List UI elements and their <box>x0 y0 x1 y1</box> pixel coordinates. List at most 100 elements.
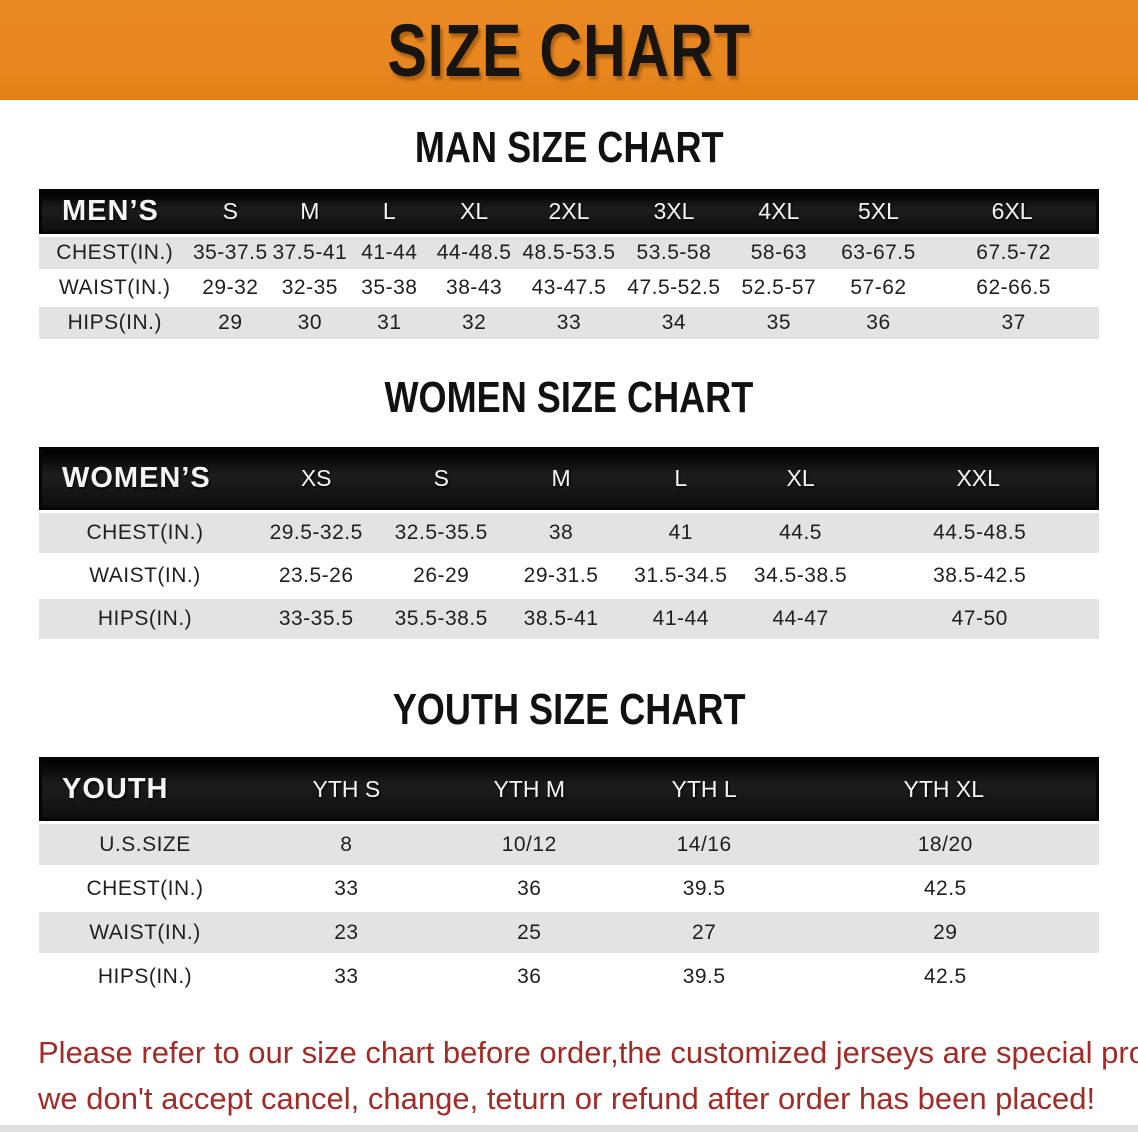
data-cell: 67.5-72 <box>976 241 1051 264</box>
data-cell: 41-44 <box>652 607 709 630</box>
size-header-cell: S <box>381 447 502 510</box>
data-cell: 33-35.5 <box>278 607 354 630</box>
data-cell: 44.5 <box>779 521 822 544</box>
data-cell: 42.5 <box>923 964 967 988</box>
size-header-cell: 3XL <box>618 189 730 234</box>
table-row: WAIST(IN.) 23 25 27 29 <box>39 912 1099 953</box>
size-chart-banner: SIZE CHART <box>0 0 1138 100</box>
youth-chart-heading: YOUTH SIZE CHART <box>0 688 1138 732</box>
data-cell: 39.5 <box>682 964 726 988</box>
data-cell: 26-29 <box>413 564 470 587</box>
disclaimer-line-2: we don't accept cancel, change, teturn o… <box>38 1080 1096 1116</box>
table-row: CHEST(IN.) 33 36 39.5 42.5 <box>39 868 1099 909</box>
size-header-cell: XS <box>251 447 382 510</box>
table-row: WAIST(IN.) 29-32 32-35 35-38 38-43 43-47.5 47.… <box>39 272 1099 304</box>
table-title-cell: WOMEN’S <box>39 447 251 510</box>
header-row: YOUTH YTH S YTH M YTH L YTH XL <box>39 757 1099 821</box>
data-cell: 32.5-35.5 <box>394 521 488 544</box>
data-cell: 36 <box>517 964 542 988</box>
data-cell: 29.5-32.5 <box>269 521 363 544</box>
header-row: WOMEN’S XS S M L XL XXL <box>39 447 1099 510</box>
data-cell: 8 <box>340 832 353 856</box>
data-cell: 33 <box>556 311 582 334</box>
data-cell: 37.5-41 <box>272 241 348 264</box>
data-cell: 41-44 <box>361 241 418 264</box>
data-cell: 57-62 <box>850 276 907 299</box>
data-cell: 52.5-57 <box>741 276 817 299</box>
data-cell: 58-63 <box>750 241 807 264</box>
table-row: CHEST(IN.) 29.5-32.5 32.5-35.5 38 41 44.5 44.5… <box>39 513 1099 553</box>
table-row: HIPS(IN.) 33-35.5 35.5-38.5 38.5-41 41-44 44-… <box>39 599 1099 639</box>
men-chart-heading: MAN SIZE CHART <box>0 126 1138 170</box>
disclaimer-line-1: Please refer to our size chart before or… <box>38 1035 1138 1070</box>
row-label: WAIST(IN.) <box>89 564 201 587</box>
size-header-cell: XXL <box>860 447 1099 510</box>
table-row: HIPS(IN.) 33 36 39.5 42.5 <box>39 956 1099 997</box>
size-header-cell: YTH L <box>616 757 792 821</box>
data-cell: 34 <box>661 311 687 334</box>
data-cell: 32 <box>461 311 487 334</box>
row-label: HIPS(IN.) <box>97 607 193 630</box>
data-cell: 38.5-42.5 <box>933 564 1027 587</box>
row-label: HIPS(IN.) <box>97 964 193 988</box>
data-cell: 62-66.5 <box>976 276 1051 299</box>
data-cell: 33 <box>334 964 359 988</box>
data-cell: 27 <box>691 920 717 944</box>
men-size-section: MAN SIZE CHART MEN’S S M L XL 2XL 3XL 4XL 5XL 6XL… <box>0 126 1138 342</box>
data-cell: 31.5-34.5 <box>634 564 728 587</box>
size-header-cell: YTH S <box>251 757 442 821</box>
men-size-table: MEN’S S M L XL 2XL 3XL 4XL 5XL 6XL CHEST(IN.) 35-3… <box>39 186 1099 342</box>
size-header-cell: L <box>349 189 430 234</box>
data-cell: 38.5-41 <box>523 607 599 630</box>
women-size-table: WOMEN’S XS S M L XL XXL CHEST(IN.) 29.5-32.5 32.… <box>39 444 1099 642</box>
data-cell: 32-35 <box>281 276 338 299</box>
data-cell: 36 <box>866 311 891 334</box>
size-header-cell: YTH XL <box>791 757 1099 821</box>
header-row: MEN’S S M L XL 2XL 3XL 4XL 5XL 6XL <box>39 189 1099 234</box>
row-label: U.S.SIZE <box>99 832 191 856</box>
data-cell: 36 <box>517 876 542 900</box>
data-cell: 53.5-58 <box>636 241 712 264</box>
data-cell: 38 <box>548 521 574 544</box>
data-cell: 29 <box>933 920 958 944</box>
data-cell: 35 <box>766 311 792 334</box>
disclaimer-text: Please refer to our size chart before or… <box>38 1030 1138 1122</box>
data-cell: 29-32 <box>202 276 259 299</box>
data-cell: 29 <box>218 311 243 334</box>
row-label: CHEST(IN.) <box>86 876 204 900</box>
data-cell: 35.5-38.5 <box>394 607 488 630</box>
row-label: CHEST(IN.) <box>56 241 174 264</box>
table-row: CHEST(IN.) 35-37.5 37.5-41 41-44 44-48.5 48.5… <box>39 237 1099 269</box>
data-cell: 35-38 <box>361 276 418 299</box>
data-cell: 44-47 <box>772 607 829 630</box>
data-cell: 44.5-48.5 <box>933 521 1027 544</box>
data-cell: 14/16 <box>676 832 732 856</box>
table-title-cell: MEN’S <box>39 189 191 234</box>
bottom-edge-strip <box>0 1125 1138 1132</box>
data-cell: 31 <box>377 311 402 334</box>
banner-title: SIZE CHART <box>387 8 751 92</box>
data-cell: 47.5-52.5 <box>627 276 721 299</box>
size-header-cell: L <box>620 447 741 510</box>
data-cell: 37 <box>1001 311 1026 334</box>
row-label: CHEST(IN.) <box>86 521 204 544</box>
data-cell: 25 <box>517 920 542 944</box>
size-header-cell: XL <box>740 447 861 510</box>
size-header-cell: XL <box>429 189 520 234</box>
data-cell: 23.5-26 <box>278 564 354 587</box>
youth-size-section: YOUTH SIZE CHART YOUTH YTH S YTH M YTH L YTH… <box>0 688 1138 1000</box>
size-header-cell: M <box>270 189 350 234</box>
size-header-cell: 6XL <box>928 189 1099 234</box>
size-header-cell: 4XL <box>729 189 829 234</box>
data-cell: 48.5-53.5 <box>522 241 616 264</box>
data-cell: 42.5 <box>923 876 967 900</box>
table-title-cell: YOUTH <box>39 757 251 821</box>
data-cell: 23 <box>334 920 359 944</box>
data-cell: 43-47.5 <box>531 276 607 299</box>
youth-size-table: YOUTH YTH S YTH M YTH L YTH XL U.S.SIZE 8 10/1… <box>39 754 1099 1000</box>
data-cell: 35-37.5 <box>192 241 268 264</box>
size-header-cell: 2XL <box>519 189 619 234</box>
row-label: HIPS(IN.) <box>67 311 162 334</box>
size-header-cell: M <box>501 447 621 510</box>
data-cell: 18/20 <box>917 832 973 856</box>
